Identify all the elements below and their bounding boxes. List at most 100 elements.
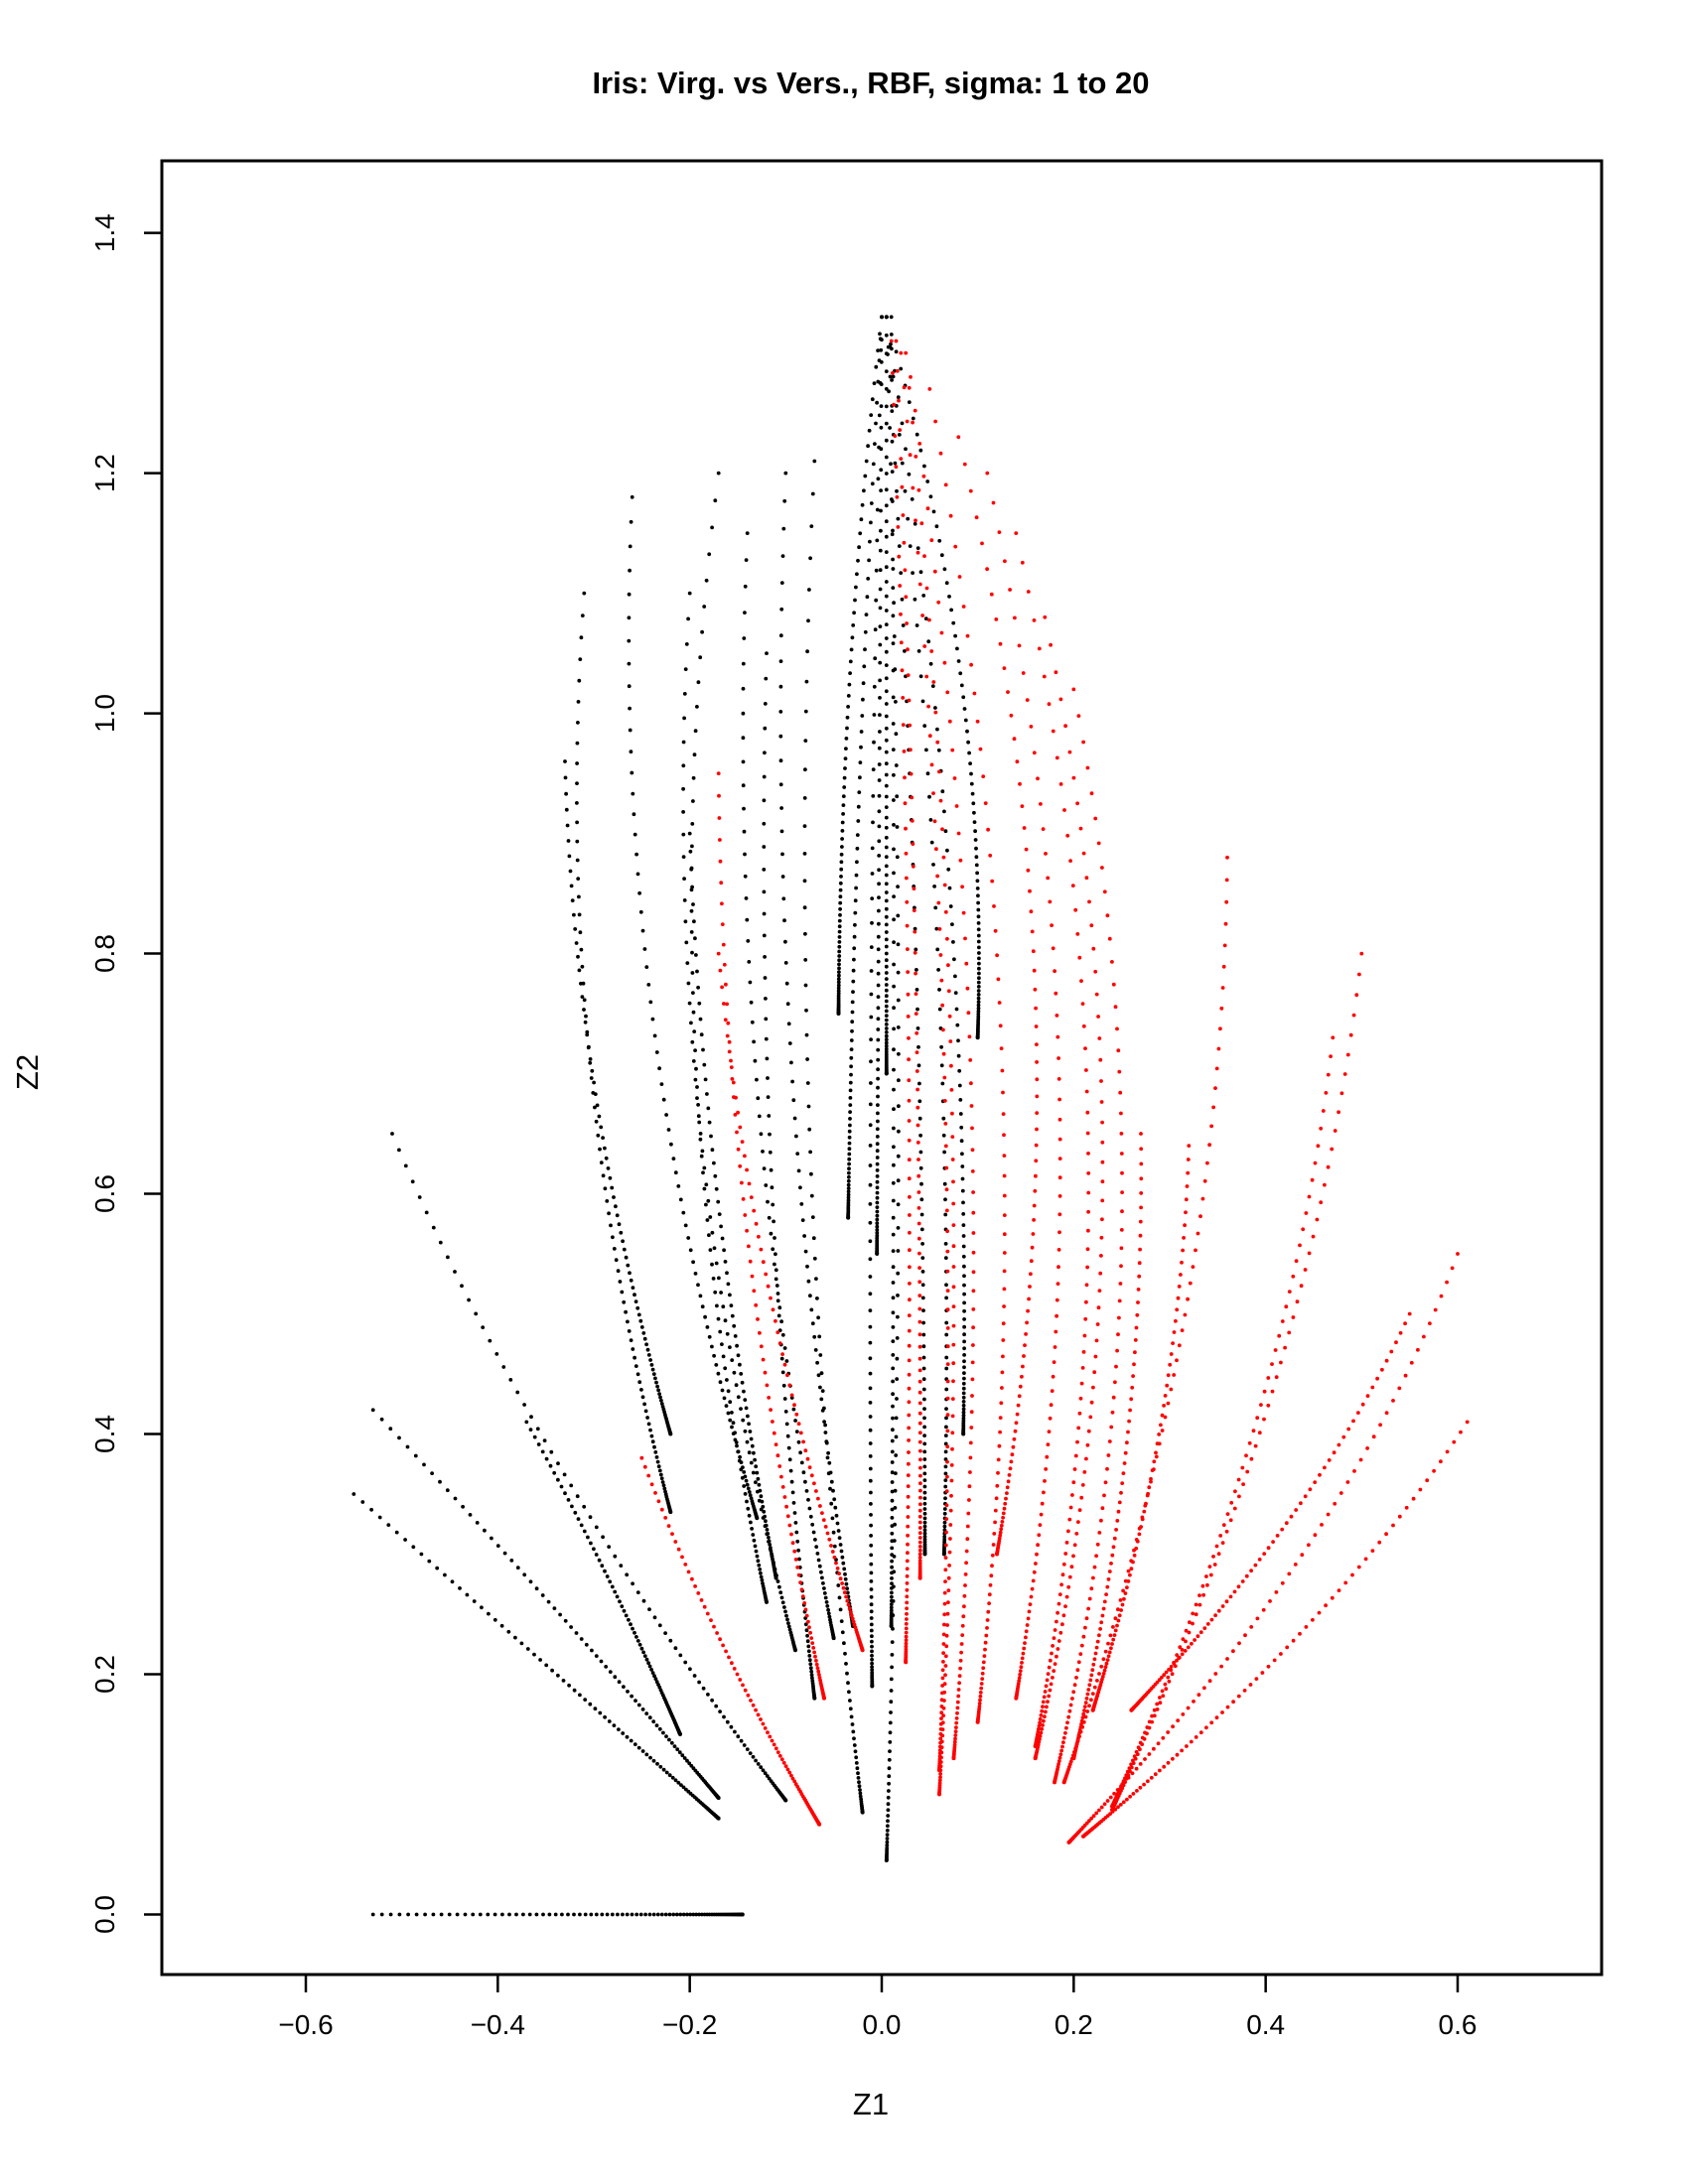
data-point	[871, 820, 875, 825]
data-point	[1180, 1748, 1184, 1753]
data-point	[1039, 1512, 1044, 1517]
data-point	[897, 433, 902, 437]
data-point	[1070, 1697, 1074, 1701]
data-point	[488, 1338, 492, 1343]
data-point	[607, 1211, 611, 1216]
data-point	[1307, 1543, 1311, 1548]
data-point	[687, 831, 692, 836]
data-point	[1403, 1321, 1407, 1326]
data-point	[453, 1270, 457, 1274]
data-point	[733, 1729, 737, 1734]
data-point	[688, 1912, 693, 1917]
data-point	[941, 1116, 946, 1121]
data-point	[943, 1484, 948, 1489]
data-point	[1089, 1586, 1094, 1591]
data-point	[1078, 1396, 1083, 1401]
data-point	[1095, 1322, 1100, 1326]
data-point	[619, 1230, 624, 1235]
data-point	[705, 1218, 710, 1222]
data-point	[890, 1470, 895, 1475]
data-point	[959, 1125, 964, 1130]
data-point	[1128, 1794, 1132, 1799]
data-point	[1096, 1305, 1101, 1310]
data-point	[1223, 921, 1228, 926]
data-point	[1091, 1814, 1096, 1819]
data-point	[661, 1767, 666, 1772]
data-point	[965, 729, 969, 734]
data-point	[976, 993, 981, 997]
data-point	[958, 1112, 963, 1116]
data-point	[856, 1776, 861, 1780]
data-point	[943, 1664, 948, 1668]
data-point	[787, 1627, 792, 1632]
data-point	[1019, 1665, 1024, 1670]
data-point	[1117, 1315, 1121, 1320]
data-point	[877, 746, 882, 751]
data-point	[806, 1649, 811, 1654]
data-point	[789, 1773, 793, 1778]
data-point	[850, 1028, 854, 1033]
data-point	[1000, 1386, 1004, 1390]
data-point	[1048, 1416, 1053, 1421]
data-point	[876, 1047, 881, 1052]
data-point	[931, 863, 935, 867]
data-point	[803, 1607, 808, 1612]
data-point	[944, 1208, 949, 1213]
data-point	[896, 395, 901, 400]
data-point	[925, 479, 930, 483]
data-point	[835, 1567, 840, 1570]
data-point	[949, 1463, 954, 1467]
data-point	[934, 926, 939, 931]
data-point	[1216, 1608, 1221, 1613]
data-point	[739, 1738, 744, 1743]
data-point	[671, 1912, 676, 1917]
trajectory	[884, 315, 981, 1040]
data-point	[572, 1688, 577, 1693]
data-point	[836, 1012, 841, 1016]
data-point	[877, 793, 882, 798]
data-point	[920, 1296, 925, 1300]
data-point	[741, 736, 746, 741]
data-point	[786, 1621, 790, 1625]
data-point	[896, 970, 901, 975]
data-point	[816, 1315, 820, 1320]
data-point	[787, 1041, 792, 1045]
data-point	[908, 1282, 912, 1286]
data-point	[901, 513, 906, 517]
data-point	[917, 1421, 922, 1426]
data-point	[985, 1618, 990, 1622]
data-point	[763, 702, 768, 706]
data-point	[723, 1018, 728, 1023]
data-point	[1086, 1171, 1091, 1175]
data-point	[455, 1912, 460, 1917]
data-point	[690, 844, 694, 849]
data-point	[1049, 642, 1053, 647]
data-point	[951, 620, 956, 625]
data-point	[716, 1316, 721, 1321]
data-point	[1084, 1068, 1088, 1072]
data-point	[904, 1641, 909, 1646]
data-point	[659, 1912, 664, 1917]
data-point	[1053, 1780, 1056, 1785]
data-point	[876, 1111, 880, 1116]
data-point	[728, 1400, 733, 1405]
data-point	[875, 1195, 880, 1200]
data-point	[1085, 1709, 1090, 1713]
data-point	[903, 775, 907, 780]
data-point	[894, 1453, 899, 1457]
data-point	[861, 697, 865, 702]
data-point	[762, 774, 767, 779]
data-point	[1002, 1287, 1007, 1292]
data-point	[884, 609, 889, 613]
data-point	[1058, 1630, 1063, 1635]
data-point	[955, 1700, 960, 1705]
data-point	[1197, 1602, 1202, 1607]
data-point	[1002, 1213, 1007, 1217]
data-point	[869, 520, 873, 525]
data-point	[813, 1654, 817, 1659]
data-point	[978, 747, 983, 751]
data-point	[869, 992, 874, 997]
data-point	[877, 854, 882, 858]
data-point	[942, 1524, 947, 1529]
data-point	[859, 745, 863, 750]
